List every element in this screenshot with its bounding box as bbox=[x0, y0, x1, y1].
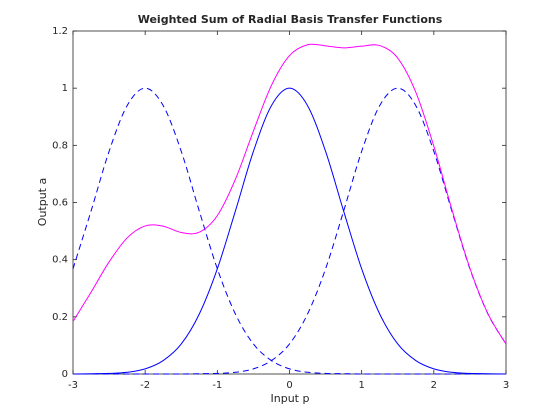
line-series bbox=[72, 43, 507, 345]
line-series bbox=[72, 87, 507, 375]
x-tick-label: -3 bbox=[68, 380, 78, 391]
x-axis-label: Input p bbox=[271, 392, 310, 405]
x-tick-label: -1 bbox=[212, 380, 222, 391]
x-tick-label: 3 bbox=[503, 380, 509, 391]
x-tick-label: -2 bbox=[140, 380, 150, 391]
line-series bbox=[72, 87, 507, 375]
y-tick-label: 0.4 bbox=[52, 255, 68, 266]
y-axis-label: Output a bbox=[36, 178, 49, 226]
chart-title: Weighted Sum of Radial Basis Transfer Fu… bbox=[138, 13, 443, 26]
x-tick-label: 1 bbox=[358, 380, 364, 391]
y-tick-label: 0.6 bbox=[52, 198, 68, 209]
x-tick-label: 2 bbox=[431, 380, 437, 391]
line-series bbox=[72, 87, 507, 375]
y-tick-label: 0.8 bbox=[52, 140, 68, 151]
x-tick-label: 0 bbox=[286, 380, 292, 391]
y-tick-label: 0.2 bbox=[52, 312, 68, 323]
y-tick-label: 1.2 bbox=[52, 26, 68, 37]
y-tick-label: 1 bbox=[62, 83, 68, 94]
y-tick-label: 0 bbox=[62, 369, 68, 380]
